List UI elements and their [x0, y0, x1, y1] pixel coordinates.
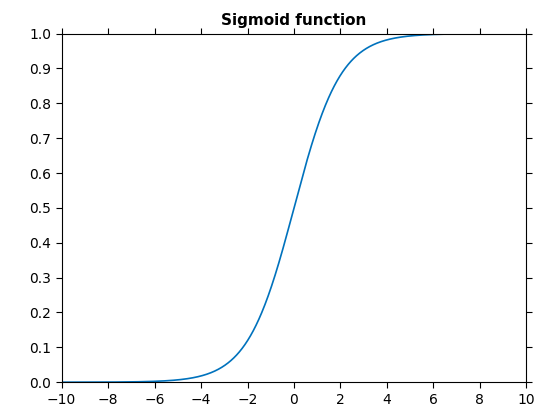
Title: Sigmoid function: Sigmoid function [221, 13, 367, 28]
